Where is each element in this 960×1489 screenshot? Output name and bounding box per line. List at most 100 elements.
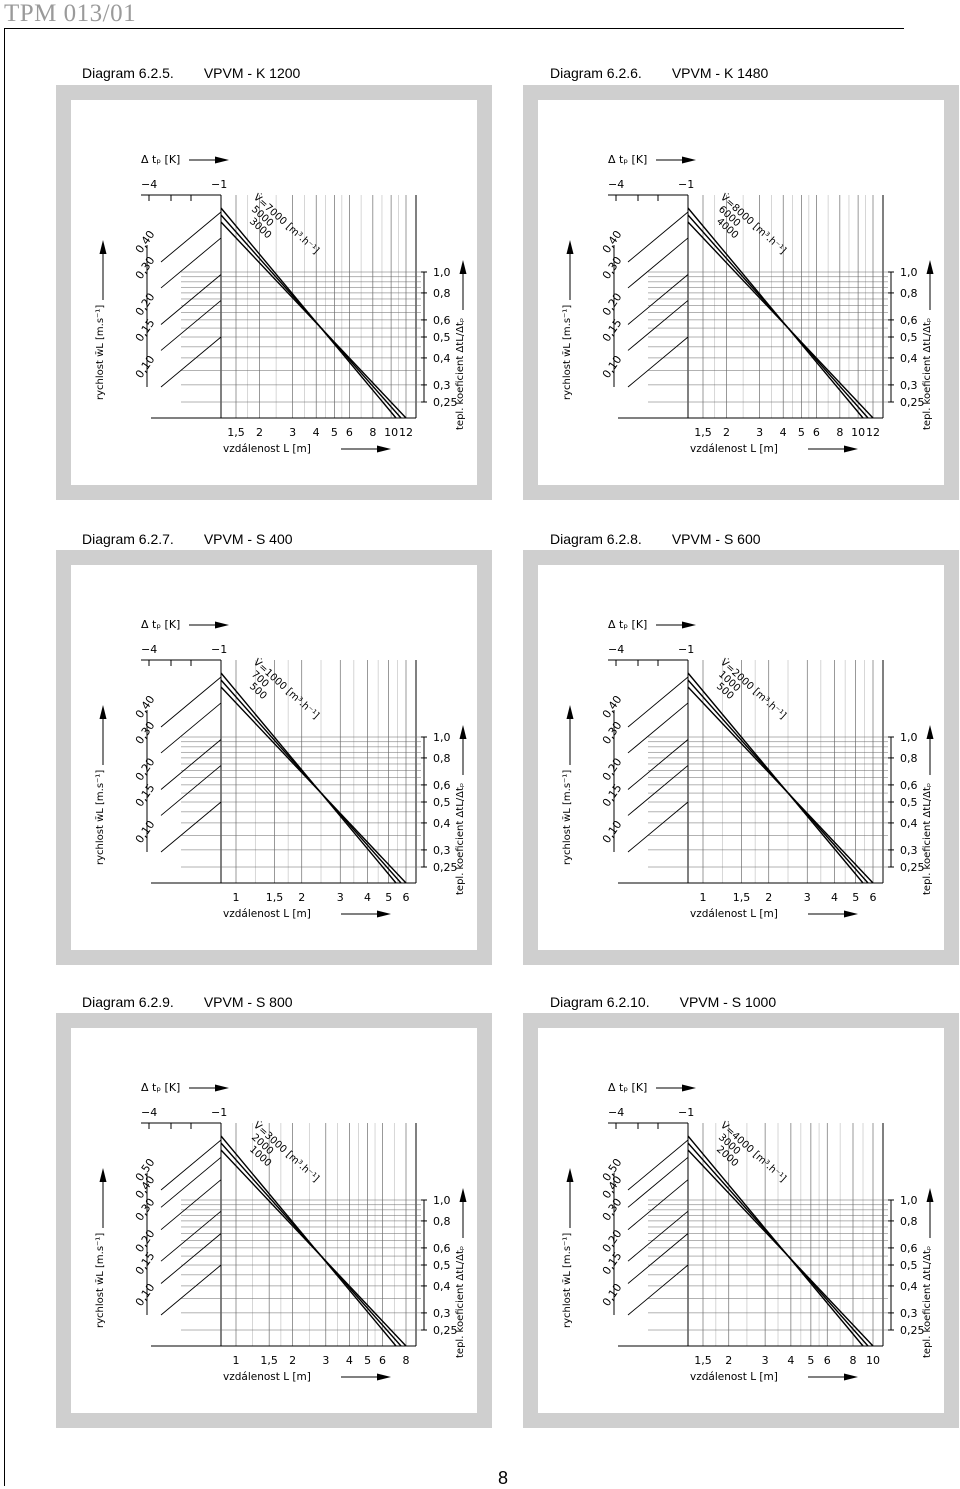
diagram-number: Diagram 6.2.5. (82, 65, 174, 81)
distance-tick-label: 8 (836, 426, 843, 439)
velocity-tick-label: 0,15 (133, 782, 158, 810)
velocity-tick-label: 0,10 (133, 818, 158, 846)
chart-panel-4: Δ tₚ [K] −4 −1 0,10 0,15 0,20 0,30 0,40 rychlost… (523, 550, 959, 965)
distance-axis-label: vzdálenost L [m] (690, 908, 778, 920)
velocity-tick-label: 0,10 (600, 1281, 625, 1309)
coefficient-tick-label: 0,3 (900, 844, 918, 857)
velocity-guide-line (160, 300, 222, 351)
coefficient-axis-label: tepl. koeficient ΔtL/Δtₚ (922, 1246, 933, 1358)
velocity-guide-line (160, 765, 222, 816)
velocity-guide-line (627, 274, 689, 325)
velocity-tick-label: 0,30 (133, 1196, 158, 1224)
coefficient-tick-label: 0,6 (433, 1242, 451, 1255)
nomogram: Δ tₚ [K] −4 −1 0,10 0,150,20 0,300,40 rychlost… (562, 153, 934, 455)
velocity-tick-label: 0,10 (600, 818, 625, 846)
distance-tick-label: 5 (807, 1354, 814, 1367)
diagram-title: VPVM - S 1000 (679, 994, 777, 1010)
frame-left-line (4, 28, 5, 1486)
distance-tick-label: 4 (787, 1354, 794, 1367)
velocity-tick-label: 0,10 (600, 353, 625, 381)
coefficient-tick-label: 0,5 (900, 796, 918, 809)
distance-tick-label: 5 (852, 891, 859, 904)
coefficient-tick-label: 0,3 (433, 1307, 451, 1320)
coefficient-axis-label: tepl. koeficient ΔtL/Δtₚ (922, 783, 933, 895)
dt-tick: −4 (608, 1106, 624, 1119)
velocity-guide-line (627, 211, 689, 263)
nomogram: Δ tₚ [K]−4 −10,100,150,200,300,400,50rych… (95, 1081, 467, 1383)
velocity-axis-label: rychlost w̄L [m.s⁻¹] (562, 1233, 573, 1328)
distance-tick-label: 3 (322, 1354, 329, 1367)
coefficient-tick-label: 1,0 (900, 731, 918, 744)
flow-series-line (687, 672, 864, 884)
distance-tick-label: 10 (384, 426, 398, 439)
distance-tick-label: 5 (331, 426, 338, 439)
velocity-guide-line (160, 274, 222, 325)
velocity-guide-line (160, 739, 222, 790)
diagram-number: Diagram 6.2.6. (550, 65, 642, 81)
dt-tick: −4 (608, 643, 624, 656)
caption-diagram-5: Diagram 6.2.9. VPVM - S 800 (82, 994, 293, 1010)
chart-vpvm-k-1480: Δ tₚ [K] −4 −1 0,10 0,150,20 0,300,40 rychlost… (538, 100, 944, 485)
velocity-guide-line (627, 1156, 689, 1208)
document-id: TPM 013/01 (4, 0, 137, 27)
coefficient-tick-label: 0,4 (433, 352, 451, 365)
flow-series-line (220, 1135, 397, 1347)
distance-tick-label: 4 (780, 426, 787, 439)
diagram-title: VPVM - S 400 (203, 531, 293, 547)
distance-axis-label: vzdálenost L [m] (690, 1371, 778, 1383)
dt-tick: −4 (141, 178, 157, 191)
velocity-tick-label: 0,20 (600, 291, 625, 319)
distance-tick-label: 2 (289, 1354, 296, 1367)
dt-tick: −1 (678, 643, 694, 656)
coefficient-axis-arrow-head (926, 725, 934, 739)
coefficient-tick-label: 0,25 (433, 396, 458, 409)
distance-tick-label: 6 (346, 426, 353, 439)
distance-axis-arrow-head (844, 445, 858, 453)
velocity-guide-line (627, 1264, 689, 1316)
distance-tick-label: 1 (233, 1354, 240, 1367)
coefficient-tick-label: 0,25 (900, 1324, 925, 1337)
coefficient-tick-label: 0,3 (433, 379, 451, 392)
dt-tick: −4 (141, 643, 157, 656)
flow-series-line (687, 1135, 864, 1347)
distance-tick-label: 6 (824, 1354, 831, 1367)
velocity-tick-label: 0,20 (133, 1227, 158, 1255)
velocity-guide-line (160, 801, 222, 853)
flow-series-line (687, 207, 864, 419)
diagram-title: VPVM - S 600 (671, 531, 761, 547)
distance-tick-label: 1,5 (694, 426, 712, 439)
dt-label: Δ tₚ [K] (141, 1081, 180, 1094)
chart-vpvm-s-400: Δ tₚ [K] −4 −1 0,10 0,150,20 0,300,40 rychlost… (71, 565, 477, 950)
chart-panel-1: Δ tₚ [K] −4 −1 0,10 0,15 0,20 0,30 0,40 rychlost… (56, 85, 492, 500)
dt-arrow-head (682, 621, 696, 629)
distance-tick-label: 10 (866, 1354, 880, 1367)
distance-tick-label: 3 (337, 891, 344, 904)
diagram-number: Diagram 6.2.9. (82, 994, 174, 1010)
distance-tick-label: 8 (369, 426, 376, 439)
distance-tick-label: 1,5 (694, 1354, 712, 1367)
velocity-guide-line (627, 1179, 689, 1231)
distance-tick-label: 1,5 (227, 426, 245, 439)
caption-diagram-1: Diagram 6.2.5. VPVM - K 1200 (82, 65, 300, 81)
velocity-guide-line (627, 1233, 689, 1284)
diagram-title: VPVM - K 1480 (671, 65, 769, 81)
distance-tick-label: 2 (723, 426, 730, 439)
coefficient-tick-label: 0,3 (900, 379, 918, 392)
distance-tick-label: 3 (289, 426, 296, 439)
dt-arrow-head (215, 621, 229, 629)
coefficient-tick-label: 0,5 (900, 1259, 918, 1272)
velocity-tick-label: 0,10 (133, 353, 158, 381)
dt-arrow-head (682, 1084, 696, 1092)
velocity-guide-line (160, 336, 222, 388)
distance-axis-arrow-head (844, 910, 858, 918)
coefficient-tick-label: 0,4 (433, 1280, 451, 1293)
velocity-guide-line (627, 300, 689, 351)
coefficient-axis-arrow-head (459, 1188, 467, 1202)
velocity-guide-line (160, 1156, 222, 1208)
dt-label: Δ tₚ [K] (608, 153, 647, 166)
coefficient-axis-label: tepl. koeficient ΔtL/Δtₚ (455, 318, 466, 430)
velocity-guide-line (160, 1139, 222, 1191)
velocity-guide-line (627, 801, 689, 853)
nomogram: Δ tₚ [K] −4 −1 0,10 0,150,20 0,300,40 rychlost… (562, 618, 934, 920)
diagram-number: Diagram 6.2.8. (550, 531, 642, 547)
